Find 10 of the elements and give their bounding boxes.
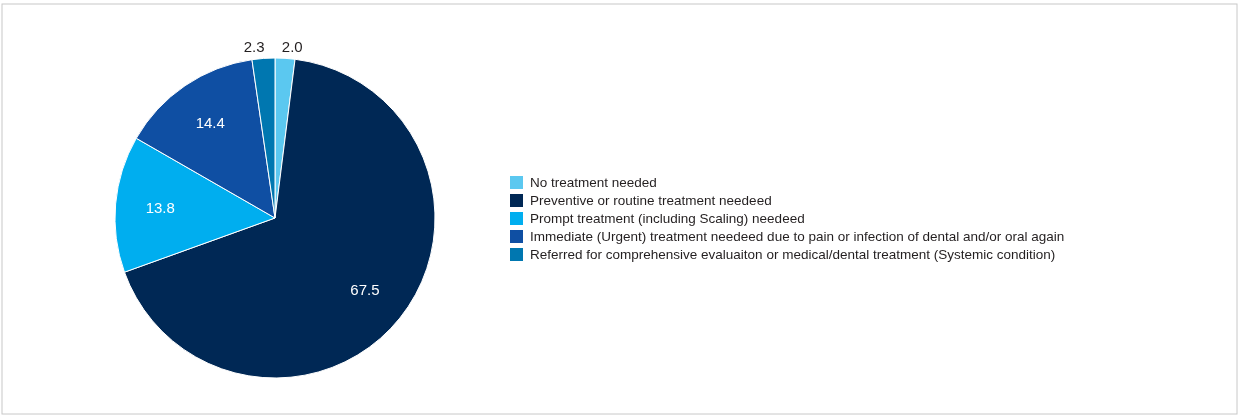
legend-label: Prompt treatment (including Scaling) needeed	[530, 211, 805, 226]
legend-label: Referred for comprehensive evaluaiton or medical/dental treatment (Systemic condition)	[530, 247, 1056, 262]
legend-label: Preventive or routine treatment needeed	[530, 193, 772, 208]
data-label: 2.3	[243, 37, 265, 55]
data-label: 2.0	[281, 37, 303, 55]
data-label: 13.8	[145, 199, 175, 217]
legend-label: No treatment needed	[530, 175, 657, 190]
data-label: 67.5	[350, 281, 380, 299]
legend-label: Immediate (Urgent) treatment needeed due to pain or infection of dental and/or oral again	[530, 229, 1065, 244]
data-label: 14.4	[195, 113, 225, 131]
